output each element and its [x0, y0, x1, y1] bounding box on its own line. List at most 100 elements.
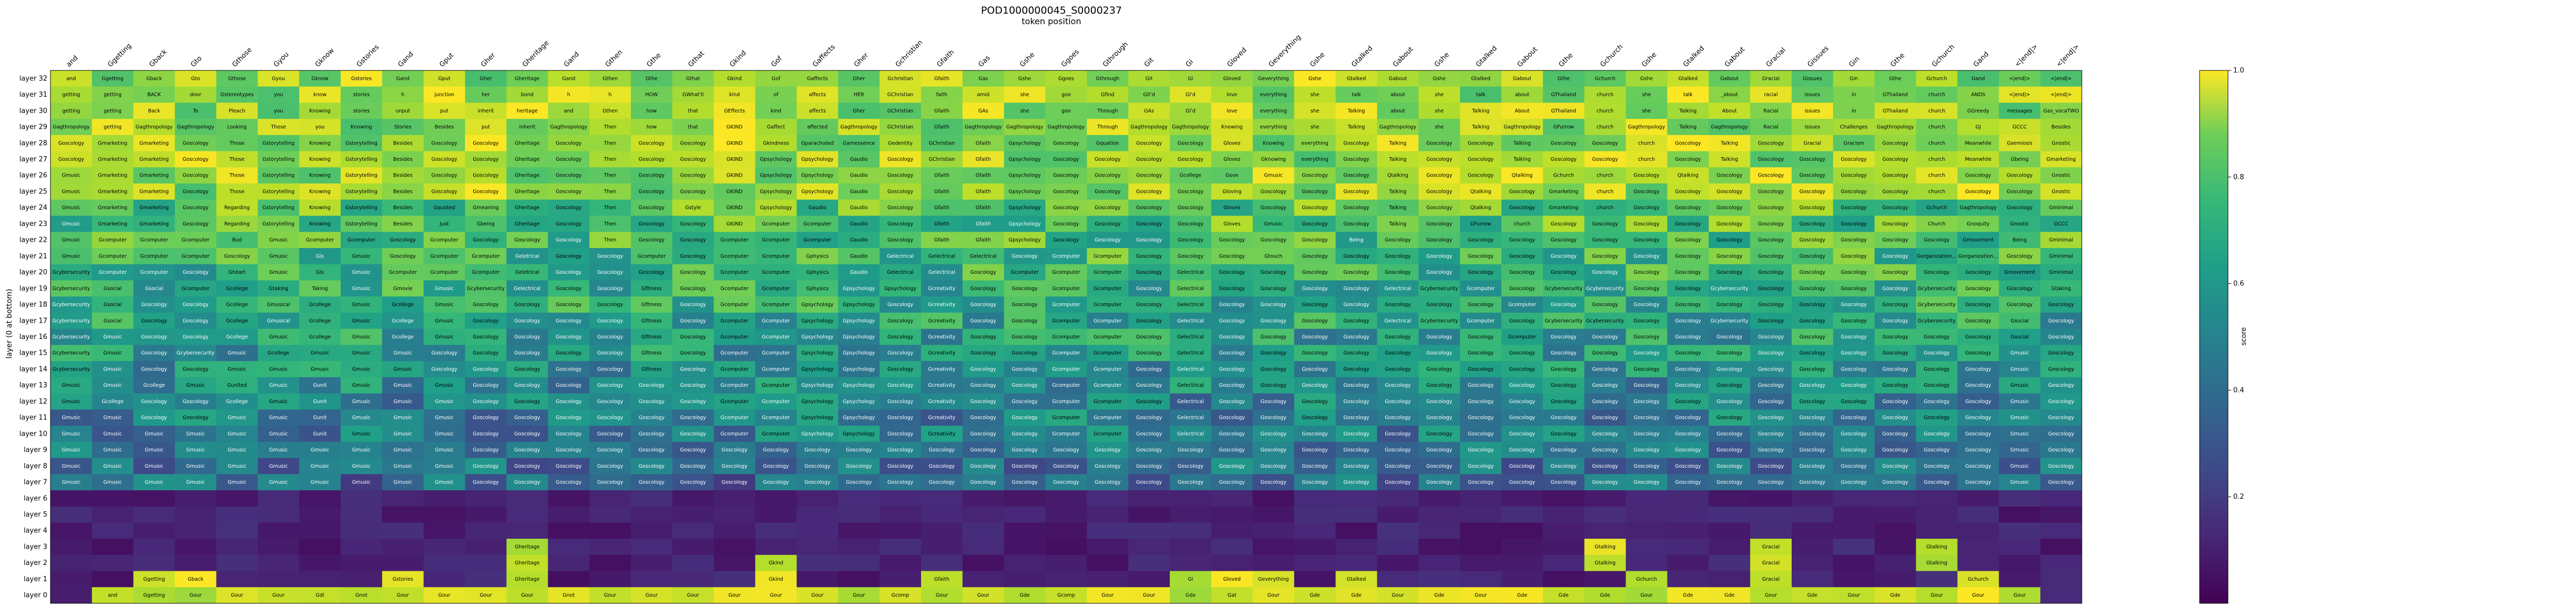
heatmap-cell	[1170, 183, 1212, 200]
heatmap-cell	[465, 86, 507, 103]
heatmap-cell	[1211, 264, 1253, 281]
cell-label: Goscology	[1136, 480, 1162, 486]
cell-label: Gsocial	[104, 302, 121, 308]
heatmap-cell	[258, 554, 300, 572]
heatmap-cell	[1792, 554, 1834, 572]
heatmap-cell	[1709, 151, 1751, 168]
cell-label: Goscology	[1468, 140, 1494, 146]
heatmap-cell	[1128, 232, 1170, 249]
x-tick-label: Gloved	[1226, 46, 1249, 69]
cell-label: Goscology	[1592, 157, 1619, 162]
heatmap-cell	[1004, 571, 1046, 588]
heatmap-cell	[962, 102, 1005, 119]
heatmap-cell	[91, 328, 134, 345]
cell-label: Gstories	[351, 76, 372, 81]
heatmap-cell	[465, 490, 507, 507]
cell-label: Gde	[1559, 593, 1569, 599]
cell-label: Goscology	[887, 205, 914, 211]
heatmap-cell	[1999, 490, 2041, 507]
heatmap-cell	[1170, 199, 1212, 217]
heatmap-cell	[1709, 215, 1751, 232]
cell-label: Goscology	[597, 302, 623, 308]
heatmap-cell	[548, 554, 590, 572]
cell-label: Gmusic	[104, 447, 122, 453]
heatmap-cell	[133, 135, 176, 152]
cell-label: Gpsychology	[801, 399, 834, 405]
cell-label: Gmarketing	[139, 221, 169, 227]
heatmap-cell	[1792, 280, 1834, 297]
heatmap-cell	[796, 506, 839, 523]
heatmap-cell	[838, 70, 880, 87]
cell-label: Gpsychology	[843, 334, 875, 340]
heatmap-cell	[713, 135, 756, 152]
cell-label: Goscology	[680, 351, 707, 356]
cell-label: Goscology	[639, 399, 665, 405]
cell-label: Talking	[1720, 140, 1738, 146]
cell-label: Goscology	[1551, 464, 1577, 469]
heatmap-cell	[1170, 86, 1212, 103]
heatmap-cell	[1335, 119, 1377, 136]
heatmap-cell	[880, 328, 922, 345]
cell-label: Gmusic	[62, 415, 80, 421]
heatmap-cell	[382, 264, 424, 281]
heatmap-cell	[1294, 248, 1336, 265]
heatmap-cell	[796, 167, 839, 184]
heatmap-cell	[506, 312, 548, 330]
heatmap-cell	[1335, 328, 1377, 345]
heatmap-cell	[1211, 280, 1253, 297]
cell-label: Goscology	[1675, 334, 1701, 340]
heatmap-cell	[755, 86, 797, 103]
cell-label: Gcomputer	[140, 270, 168, 275]
cell-label: Gde	[1890, 593, 1900, 599]
heatmap-cell	[1087, 199, 1129, 217]
cell-label: Goscology	[1012, 431, 1038, 437]
cell-label: Goscology	[1219, 464, 1245, 469]
heatmap-cell	[880, 119, 922, 136]
heatmap-cell	[1128, 264, 1170, 281]
heatmap-cell	[1667, 539, 1709, 555]
cell-label: Gmusic	[435, 464, 453, 469]
cell-label: Gfaith	[934, 205, 949, 211]
cell-label: Goscology	[1468, 351, 1494, 356]
heatmap-cell	[506, 135, 548, 152]
heatmap-cell	[1294, 102, 1336, 119]
cell-label: Gpsychology	[843, 351, 875, 356]
cell-label: Goscology	[1426, 189, 1453, 194]
cell-label: Gelectrical	[1177, 366, 1204, 372]
cell-label: Goscology	[597, 464, 623, 469]
cell-label: Gcollege	[309, 334, 331, 340]
cell-label: Gmusic	[394, 399, 412, 405]
heatmap-cell	[1916, 280, 1958, 297]
cell-label: Gmarketing	[98, 205, 127, 211]
heatmap-cell	[1999, 506, 2041, 523]
cell-label: Goscology	[1302, 447, 1328, 453]
cell-label: Gi	[1188, 577, 1193, 582]
cell-label: Goscology	[556, 366, 582, 372]
heatmap-cell	[880, 199, 922, 217]
cell-label: Goscology	[1924, 238, 1950, 243]
heatmap-cell	[1004, 183, 1046, 200]
heatmap-cell	[631, 167, 673, 184]
cell-label: bond	[521, 92, 534, 98]
heatmap-cell	[1045, 312, 1087, 330]
cell-label: Gheritage	[515, 140, 539, 146]
heatmap-cell	[796, 199, 839, 217]
cell-label: GFurrow	[1470, 221, 1491, 227]
heatmap-cell	[1874, 248, 1917, 265]
heatmap-cell	[1460, 215, 1502, 232]
cell-label: Gmusic	[145, 480, 163, 486]
cell-label: Gsocial	[104, 318, 121, 324]
cell-label: Goscology	[1924, 447, 1950, 453]
heatmap-cell	[506, 102, 548, 119]
cell-label: Goscology	[970, 351, 997, 356]
cell-label: Gcomputer	[1093, 253, 1121, 259]
heatmap-cell	[91, 86, 134, 103]
cell-label: Goscology	[556, 447, 582, 453]
cell-label: Knowing	[309, 108, 331, 114]
cell-label: Ggoes	[1058, 76, 1074, 81]
heatmap-cell	[796, 70, 839, 87]
heatmap-cell	[341, 167, 383, 184]
cell-label: Qtalking	[1511, 173, 1532, 179]
cell-label: Talking	[1471, 125, 1489, 130]
cell-label: getting	[62, 92, 80, 98]
